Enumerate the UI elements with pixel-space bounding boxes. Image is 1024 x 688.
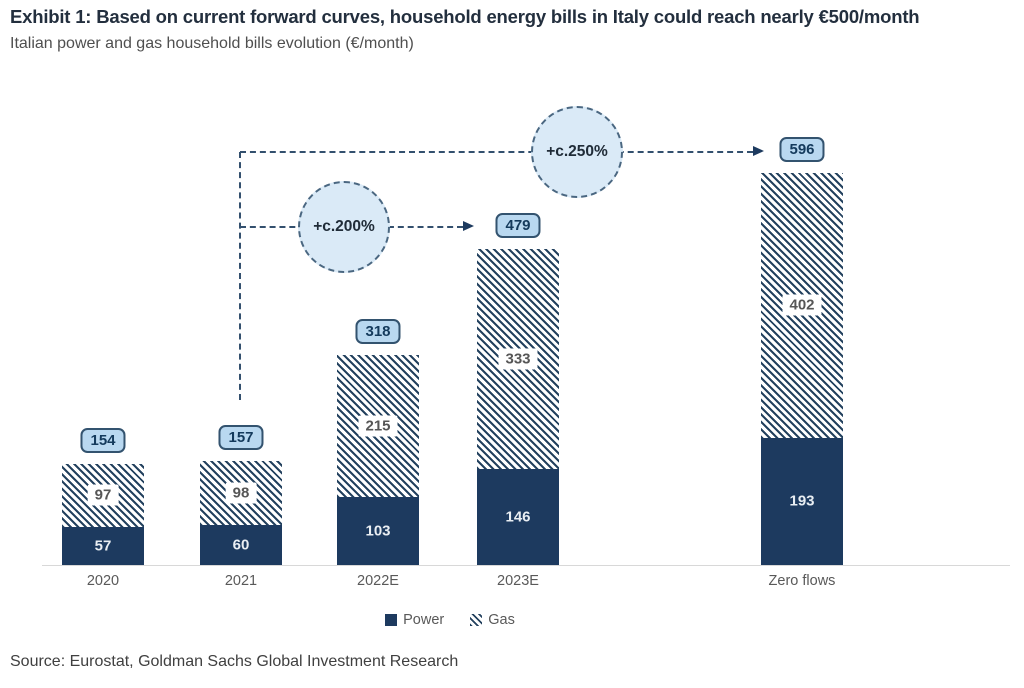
gas-value-2022e: 215 [358,415,398,437]
bar-segment-power-2020 [62,527,144,565]
power-value-zero-flows: 193 [789,492,815,510]
total-value-2023e: 479 [495,213,541,239]
x-axis-label-2021: 2021 [224,573,258,589]
annotation-connector-vertical [239,152,241,400]
bar-segment-power-2022e [337,497,419,565]
total-value-2021: 157 [218,424,264,450]
bar-segment-power-2023e [477,468,559,565]
legend-label-power: Power [403,612,445,628]
legend-label-gas: Gas [488,612,515,628]
power-swatch-icon [385,614,398,626]
gas-swatch-icon [470,614,483,626]
x-axis-line [42,565,1010,566]
arrow-right-icon [463,221,474,231]
power-value-2023e: 146 [505,508,531,526]
chart-legend: Power Gas [0,612,900,628]
x-axis-label-2020: 2020 [86,573,120,589]
gas-value-zero-flows: 402 [782,294,822,316]
bar-segment-power-zero-flows [761,437,843,565]
total-value-2022e: 318 [355,319,401,345]
chart-header: Exhibit 1: Based on current forward curv… [10,6,1020,53]
total-value-zero-flows: 596 [779,136,825,162]
gas-value-2023e: 333 [498,348,538,370]
source-note: Source: Eurostat, Goldman Sachs Global I… [10,653,459,670]
x-axis-label-2023e: 2023E [497,573,539,589]
gas-value-2020: 97 [87,484,119,506]
power-value-2021: 60 [232,536,250,554]
annotation-connector-250 [240,151,753,153]
legend-item-gas: Gas [470,612,515,628]
arrow-right-icon [753,146,764,156]
power-value-2020: 57 [94,537,112,555]
exhibit-subtitle: Italian power and gas household bills ev… [10,35,414,52]
total-value-2020: 154 [80,427,126,453]
x-axis-label-2022e: 2022E [357,573,399,589]
exhibit-title: Exhibit 1: Based on current forward curv… [10,6,920,27]
annotation-circle-250: +c.250% [531,106,623,198]
power-value-2022e: 103 [365,522,391,540]
bar-segment-power-2021 [200,525,282,565]
x-axis-label-zero-flows: Zero flows [768,573,836,589]
annotation-circle-200: +c.200% [298,181,390,273]
gas-value-2021: 98 [225,482,257,504]
legend-item-power: Power [385,612,444,628]
